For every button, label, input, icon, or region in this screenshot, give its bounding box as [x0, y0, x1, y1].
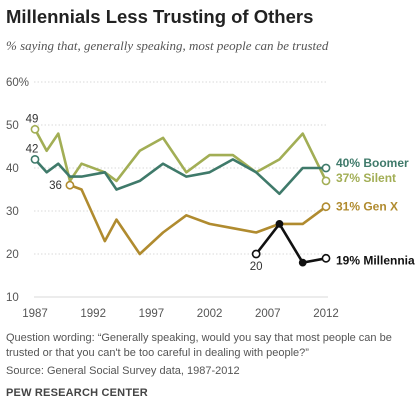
- x-tick-label: 2002: [197, 308, 223, 320]
- question-wording-note: Question wording: “Generally speaking, w…: [6, 332, 392, 359]
- millennial-point: [275, 220, 284, 228]
- x-tick-label: 1997: [139, 308, 165, 320]
- y-tick-label: 60%: [6, 77, 29, 89]
- source-note: Source: General Social Survey data, 1987…: [6, 365, 240, 377]
- boomer-start-label: 42: [26, 143, 39, 155]
- gen-x-end-label: 31% Gen X: [336, 200, 398, 214]
- y-tick-label: 10: [6, 292, 19, 304]
- y-tick-label: 30: [6, 206, 19, 218]
- y-tick-label: 40: [6, 163, 19, 175]
- silent-point: [30, 124, 40, 134]
- chart-title: Millennials Less Trusting of Others: [6, 6, 314, 27]
- gen-x-start-label: 36: [49, 180, 62, 192]
- millennial-end-label: 19% Millennial: [336, 253, 415, 267]
- x-tick-label: 1992: [80, 308, 106, 320]
- millennial-point: [321, 253, 331, 263]
- boomer-end-label: 40% Boomer: [336, 156, 409, 170]
- silent-series-line: [33, 128, 328, 183]
- x-tick-label: 2012: [313, 308, 339, 320]
- millennial-point: [298, 258, 307, 267]
- gen-x-point: [321, 202, 331, 212]
- boomer-point: [321, 163, 331, 173]
- gen-x-series-line: [68, 183, 328, 256]
- y-tick-label: 50: [6, 120, 19, 132]
- pew-credit: PEW RESEARCH CENTER: [6, 387, 148, 399]
- silent-end-label: 37% Silent: [336, 171, 396, 185]
- x-tick-label: 1987: [22, 308, 48, 320]
- gen-x-point: [65, 180, 75, 190]
- boomer-series-line: [33, 158, 328, 196]
- boomer-point: [30, 154, 40, 164]
- millennial-point: [251, 249, 261, 259]
- silent-point: [321, 176, 331, 186]
- millennial-start-label: 20: [250, 261, 263, 273]
- y-tick-label: 20: [6, 249, 19, 261]
- millennial-series-line: [254, 222, 328, 264]
- chart-subtitle: % saying that, generally speaking, most …: [6, 38, 329, 53]
- x-tick-label: 2007: [255, 308, 281, 320]
- silent-start-label: 49: [26, 113, 39, 125]
- line-chart: 10 20 30 40 50 60% 1987 1992 1997 2002 2007 2012 49 4…: [6, 77, 415, 320]
